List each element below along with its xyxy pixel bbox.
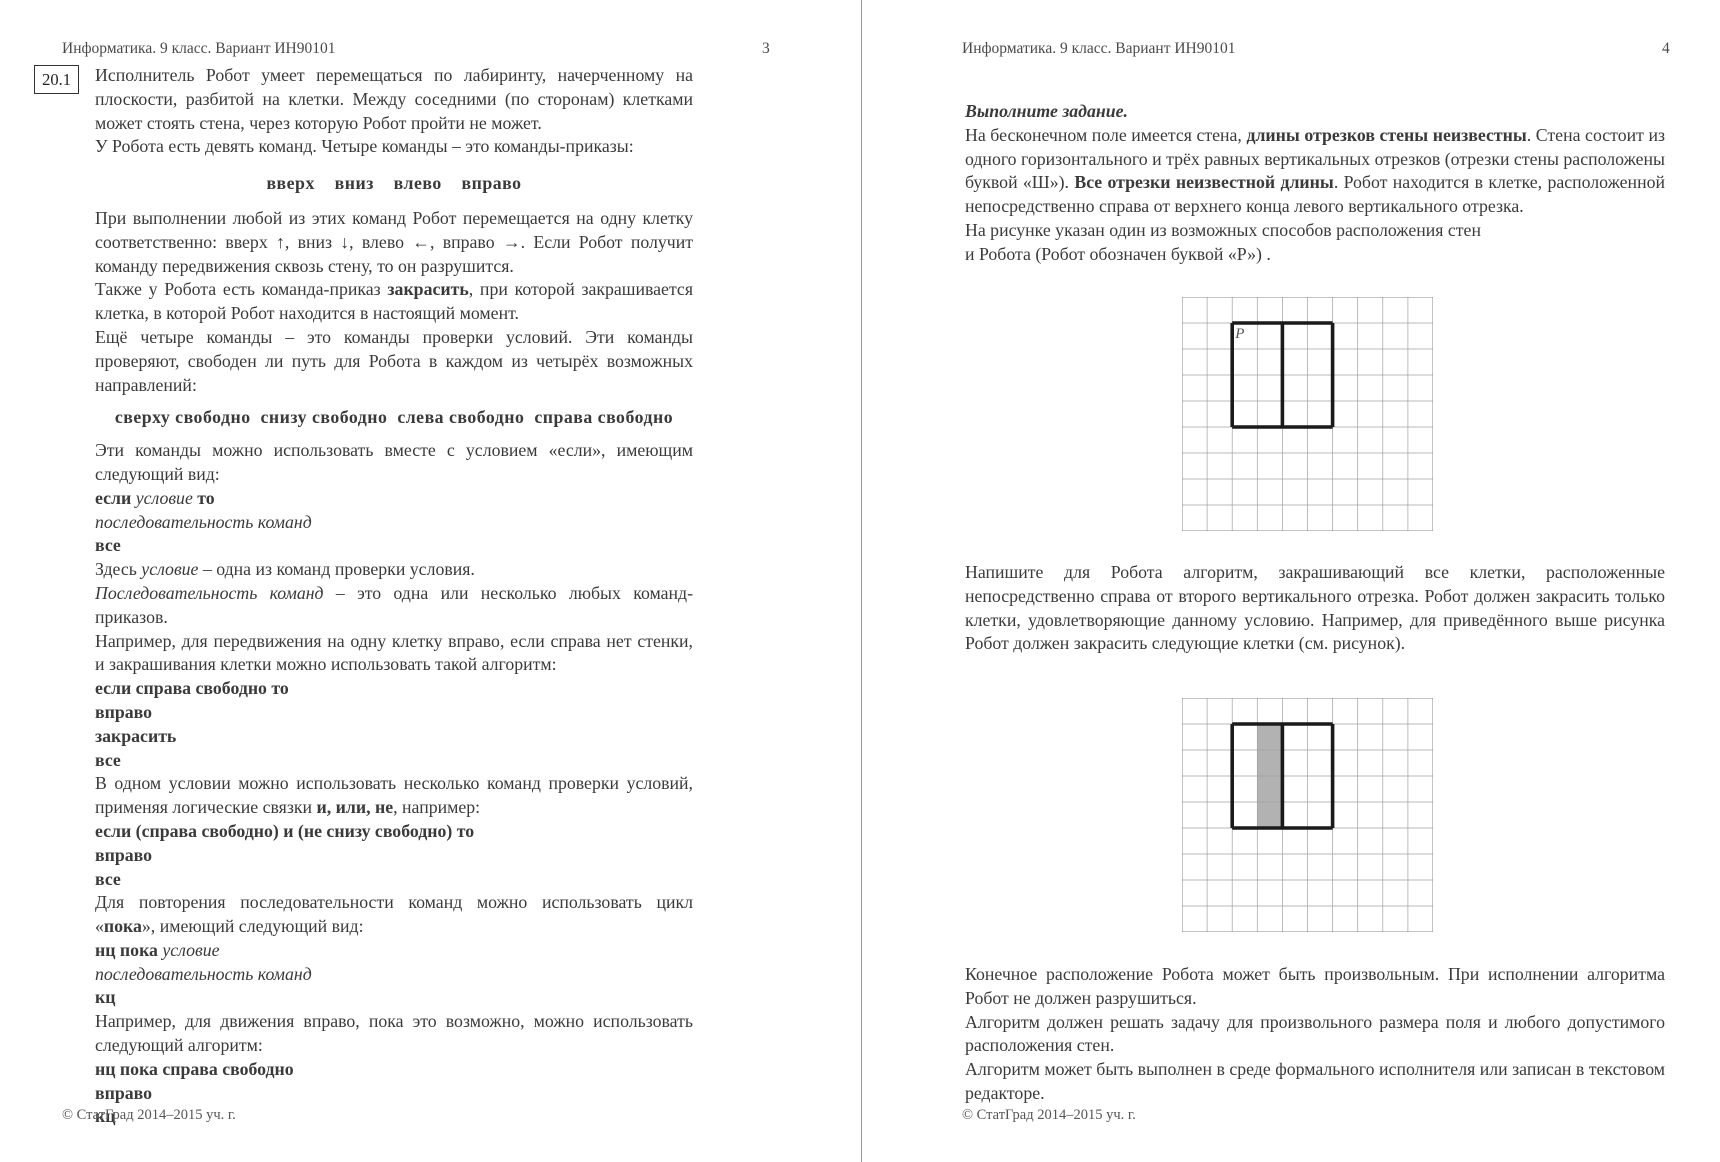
svg-text:P: P: [1234, 326, 1244, 342]
